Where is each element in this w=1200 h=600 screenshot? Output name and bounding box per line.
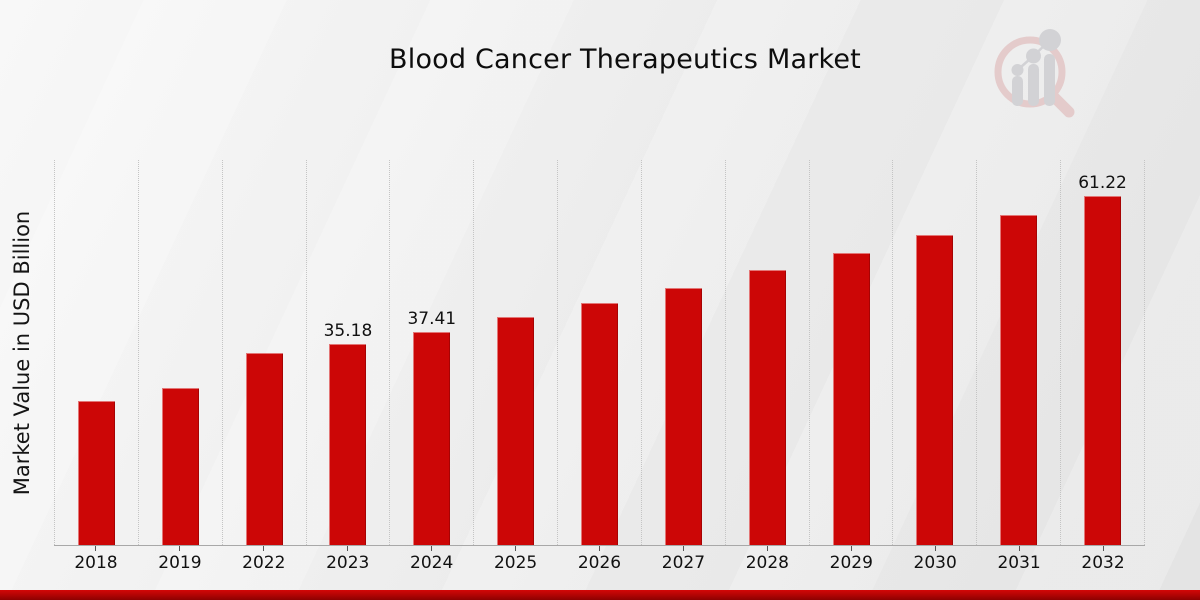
- x-tick-2026: 2026: [558, 546, 642, 578]
- bar-2030: [916, 234, 954, 545]
- tick-mark: [1102, 546, 1104, 551]
- x-tick-label: 2025: [493, 553, 538, 573]
- bar-2022: [245, 353, 283, 545]
- x-tick-label: 2031: [997, 553, 1041, 573]
- tick-mark: [598, 546, 600, 551]
- tick-mark: [179, 546, 181, 551]
- bottom-accent-bar: [0, 590, 1200, 600]
- x-axis: 2018 2019 2022 2023 2024 2025 2026 2027 2028 2029…: [54, 546, 1145, 578]
- chart-column-2018: [54, 160, 138, 545]
- tick-mark: [682, 546, 684, 551]
- chart-column-2032: 61.22: [1060, 160, 1145, 545]
- bar-2025: [497, 317, 535, 545]
- x-tick-label: 2026: [577, 553, 622, 573]
- chart-column-2022: [221, 160, 306, 545]
- tick-mark: [934, 546, 936, 551]
- bar-2029: [832, 252, 870, 545]
- bar-2024: [413, 331, 451, 545]
- x-tick-label: 2019: [158, 553, 202, 573]
- chart-column-2027: [640, 160, 725, 545]
- x-tick-2032: 2032: [1061, 546, 1145, 578]
- bar-value-label-2032: 61.22: [1078, 172, 1127, 193]
- bar-2026: [580, 302, 618, 545]
- chart-column-2031: [976, 160, 1060, 545]
- x-tick-label: 2028: [745, 553, 789, 573]
- bar-2027: [664, 287, 702, 545]
- x-tick-2027: 2027: [641, 546, 725, 578]
- chart-column-2024: 37.41: [389, 160, 473, 545]
- tick-mark: [766, 546, 768, 551]
- x-tick-label: 2032: [1081, 553, 1125, 573]
- x-tick-label: 2024: [410, 553, 454, 573]
- plot-area: 35.18 37.41 61.22: [54, 160, 1145, 546]
- chart-column-2028: [724, 160, 809, 545]
- tick-mark: [95, 546, 97, 551]
- x-tick-2028: 2028: [725, 546, 809, 578]
- brand-watermark-logo: [984, 26, 1094, 121]
- x-tick-label: 2030: [913, 553, 957, 573]
- chart-column-2026: [557, 160, 641, 545]
- x-tick-label: 2023: [326, 553, 370, 573]
- x-tick-2024: 2024: [390, 546, 474, 578]
- y-axis-label: Market Value in USD Billion: [10, 210, 34, 496]
- bar-2028: [748, 269, 786, 545]
- magnifier-growth-icon: [994, 29, 1075, 118]
- tick-mark: [850, 546, 852, 551]
- bar-2019: [161, 387, 199, 545]
- tick-mark: [347, 546, 349, 551]
- chart-column-2025: [473, 160, 557, 545]
- x-tick-2019: 2019: [138, 546, 222, 578]
- chart-column-2023: 35.18: [305, 160, 390, 545]
- x-tick-2030: 2030: [893, 546, 977, 578]
- tick-mark: [1018, 546, 1020, 551]
- chart-title: Blood Cancer Therapeutics Market: [389, 44, 861, 75]
- tick-mark: [263, 546, 265, 551]
- bar-2018: [77, 400, 115, 545]
- x-tick-2029: 2029: [809, 546, 893, 578]
- x-tick-2022: 2022: [222, 546, 306, 578]
- chart-column-2030: [892, 160, 976, 545]
- chart-column-2019: [137, 160, 222, 545]
- tick-mark: [431, 546, 433, 551]
- bar-value-label-2024: 37.41: [407, 308, 457, 329]
- chart-column-2029: [808, 160, 893, 545]
- tick-mark: [515, 546, 517, 551]
- x-tick-label: 2022: [242, 553, 286, 573]
- x-tick-label: 2018: [74, 553, 118, 573]
- x-tick-2023: 2023: [306, 546, 390, 578]
- x-tick-2031: 2031: [977, 546, 1061, 578]
- bar-value-label-2023: 35.18: [323, 321, 373, 342]
- bar-2023: [329, 344, 367, 545]
- x-tick-label: 2027: [661, 553, 706, 573]
- x-tick-2025: 2025: [474, 546, 558, 578]
- x-tick-label: 2029: [829, 553, 873, 573]
- bar-2031: [1000, 214, 1038, 545]
- x-tick-2018: 2018: [54, 546, 138, 578]
- bar-2032: [1084, 195, 1122, 545]
